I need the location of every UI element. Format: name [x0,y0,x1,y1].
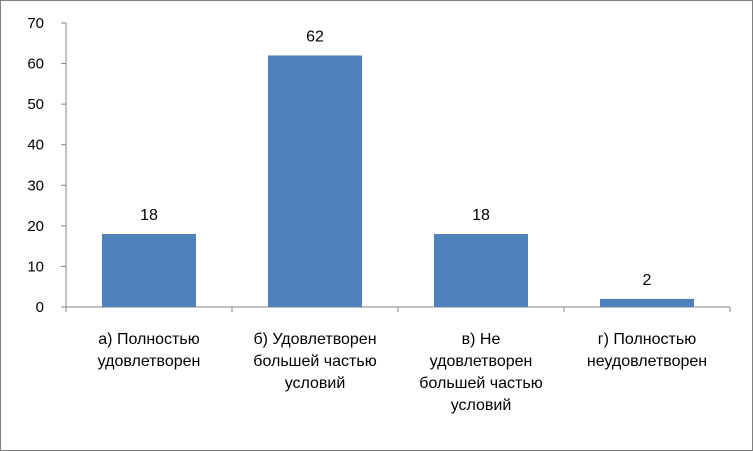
bar [600,298,694,307]
x-category-label-line: условий [284,375,346,392]
x-category-label: а) Полностью удовлетворен [59,329,239,373]
data-label: 18 [472,207,490,224]
x-category-label-line: удовлетворен [429,353,533,370]
x-category-label-line: большей частью [253,353,377,370]
x-category-label-line: условий [450,397,512,414]
y-tick-label: 10 [27,258,44,275]
y-tick-label: 30 [27,177,44,194]
x-category-label-line: а) Полностью [98,331,200,348]
data-label: 18 [140,207,158,224]
x-category-label-line: б) Удовлетворен [253,331,377,348]
x-category-label-line: неудовлетворен [586,353,708,370]
x-category-label-line: удовлетворен [97,353,201,370]
y-tick-label: 20 [27,218,44,235]
data-label: 2 [643,272,652,289]
bar [268,55,362,308]
x-category-label-line: г) Полностью [597,331,697,348]
x-category-label: г) Полностью неудовлетворен [557,329,737,373]
data-label: 62 [306,28,324,45]
y-tick-label: 0 [36,299,44,316]
bar [102,233,196,307]
bar [434,233,528,307]
x-category-label-line: в) Не [461,331,501,348]
y-tick-label: 70 [27,15,44,32]
x-category-label: б) Удовлетворен большей частью условий [225,329,405,395]
x-category-label: в) Не удовлетворен большей частью условий [391,329,571,417]
x-category-label-line: большей частью [419,375,543,392]
y-tick-label: 50 [27,96,44,113]
y-tick-label: 40 [27,137,44,154]
y-tick-label: 60 [27,56,44,73]
